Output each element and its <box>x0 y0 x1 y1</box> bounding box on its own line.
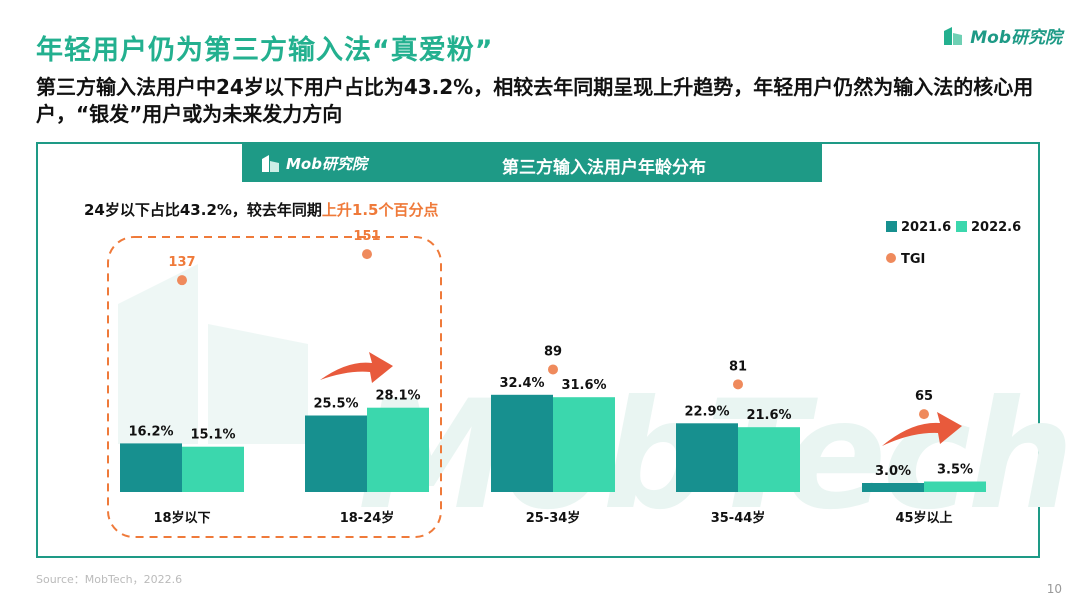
tgi-point <box>548 364 558 375</box>
tgi-point <box>362 249 372 260</box>
page-number: 10 <box>1046 582 1062 596</box>
source-note: Source：MobTech，2022.6 <box>36 573 183 586</box>
up-arrow-icon <box>320 352 393 383</box>
bar-value-label: 32.4% <box>499 376 544 391</box>
header-brand: Mob研究院 <box>260 153 367 174</box>
legend-swatch <box>886 221 897 232</box>
x-tick-label: 25-34岁 <box>526 510 581 526</box>
annotation-prefix: 24岁以下占比43.2%，较去年同期 <box>84 201 322 219</box>
tgi-point <box>177 275 187 286</box>
brand-logo: Mob研究院 <box>942 24 1062 48</box>
tgi-point <box>733 379 743 390</box>
annotation-highlight: 上升1.5个百分点 <box>322 201 439 219</box>
page-title: 年轻用户仍为第三方输入法“真爱粉” <box>36 35 494 66</box>
x-tick-label: 18-24岁 <box>340 510 395 526</box>
building-icon <box>262 155 279 172</box>
trend-arrows <box>320 352 962 446</box>
legend-swatch <box>886 253 896 263</box>
chart-title: 第三方输入法用户年龄分布 <box>502 158 706 178</box>
legend-swatch <box>956 221 967 232</box>
watermark-building-icon <box>118 264 308 444</box>
bar-value-label: 31.6% <box>561 378 606 393</box>
legend: 2021.6 2022.6 TGI <box>886 220 1021 267</box>
tgi-value-label: 151 <box>353 229 380 244</box>
x-tick-label: 18岁以下 <box>153 510 210 526</box>
bar-2022.6 <box>738 427 800 492</box>
bar-value-label: 22.9% <box>684 404 729 419</box>
page-subtitle: 第三方输入法用户中24岁以下用户占比为43.2%，相较去年同期呈现上升趋势，年轻… <box>36 75 1034 126</box>
x-tick-label: 45岁以上 <box>895 510 952 526</box>
tgi-point <box>919 409 929 420</box>
bar-2021.6 <box>491 394 553 492</box>
bar-value-label: 16.2% <box>128 424 173 439</box>
tgi-value-label: 65 <box>915 389 933 404</box>
building-icon <box>944 27 963 45</box>
bar-2021.6 <box>862 483 924 492</box>
bar-2021.6 <box>676 423 738 492</box>
bar-2022.6 <box>367 407 429 492</box>
chart-header: Mob研究院 第三方输入法用户年龄分布 <box>242 144 822 182</box>
bar-value-label: 28.1% <box>375 389 420 404</box>
bar-value-label: 25.5% <box>313 397 358 412</box>
tgi-value-label: 137 <box>168 255 195 270</box>
chart-annotation: 24岁以下占比43.2%，较去年同期上升1.5个百分点 <box>84 201 439 219</box>
legend-label: 2021.6 <box>901 220 951 235</box>
bar-2021.6 <box>305 415 367 492</box>
brand-name: Mob研究院 <box>970 27 1062 48</box>
legend-label: TGI <box>901 252 925 267</box>
bar-2021.6 <box>120 443 182 492</box>
up-arrow-icon <box>882 412 962 446</box>
bar-value-label: 3.5% <box>937 463 973 478</box>
bar-2022.6 <box>924 481 986 492</box>
bar-2022.6 <box>553 397 615 492</box>
x-tick-label: 35-44岁 <box>711 510 766 526</box>
header-brand-name: Mob研究院 <box>286 154 367 173</box>
legend-label: 2022.6 <box>971 220 1021 235</box>
bar-2022.6 <box>182 446 244 492</box>
tgi-value-label: 81 <box>729 359 747 374</box>
bar-value-label: 21.6% <box>746 408 791 423</box>
bar-value-label: 3.0% <box>875 464 911 479</box>
tgi-value-label: 89 <box>544 344 562 359</box>
highlight-box <box>107 236 442 538</box>
bar-value-label: 15.1% <box>190 428 235 443</box>
